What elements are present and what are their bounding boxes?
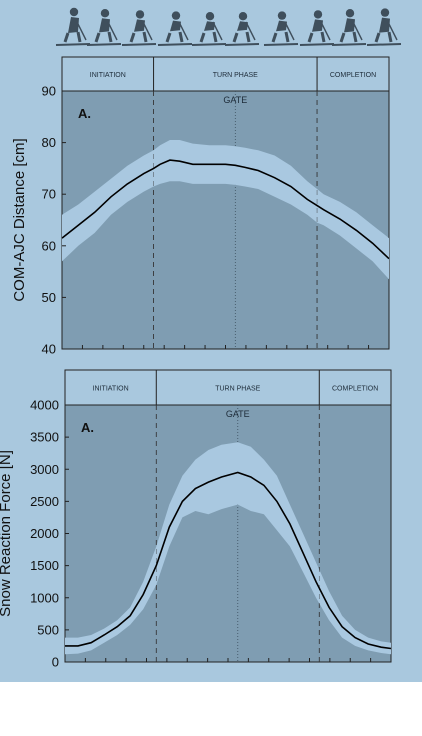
y-axis-label: COM-AJC Distance [cm]	[11, 138, 28, 301]
phase-header: INITIATION TURN PHASE COMPLETION	[64, 369, 392, 406]
y-tick-label: 3500	[30, 430, 59, 445]
phase-header-box	[64, 369, 392, 406]
y-tick-label: 1500	[30, 558, 59, 573]
skier-figure	[366, 8, 402, 46]
skier-figure	[86, 9, 122, 46]
mean-line	[65, 471, 392, 650]
sd-band	[65, 442, 391, 655]
phase-label: TURN PHASE	[215, 386, 260, 393]
y-tick-label: 0	[52, 655, 59, 670]
y-tick-label: 3000	[30, 462, 59, 477]
y-tick-label: 90	[42, 84, 56, 99]
y-tick-label: 60	[42, 238, 56, 253]
panel-label: A.	[81, 420, 94, 435]
y-tick-label: 1000	[30, 590, 59, 605]
skier-figure	[121, 10, 157, 46]
skier-figure	[299, 10, 335, 46]
y-tick-label: 2500	[30, 494, 59, 509]
skier-figure	[263, 11, 299, 46]
y-tick-label: 80	[42, 135, 56, 150]
chart-panel-1: INITIATION TURN PHASE COMPLETION GATE A. 40 50…	[11, 56, 390, 357]
y-axis-label: Snow Reaction Force [N]	[0, 450, 14, 617]
skier-figure	[331, 9, 367, 46]
panel-label: A.	[78, 106, 91, 121]
phase-label: COMPLETION	[330, 72, 376, 79]
chart-panel-2: INITIATION TURN PHASE COMPLETION GATE A. 0 500…	[0, 369, 392, 670]
y-tick-label: 40	[42, 342, 56, 357]
y-tick-label: 500	[37, 622, 59, 637]
mean-line	[61, 159, 390, 260]
skier-figure	[191, 12, 227, 46]
gate-label: GATE	[223, 95, 247, 105]
y-tick-label: 4000	[30, 398, 59, 413]
skier-figure	[224, 12, 260, 46]
phase-label: INITIATION	[90, 72, 126, 79]
y-tick-label: 2000	[30, 526, 59, 541]
skier-figure	[157, 11, 193, 46]
phase-label: TURN PHASE	[213, 72, 258, 79]
phase-label: COMPLETION	[332, 386, 378, 393]
phase-header-box	[61, 56, 390, 92]
y-tick-label: 70	[42, 187, 56, 202]
sd-band	[62, 140, 389, 280]
skier-sequence-icon	[55, 7, 402, 46]
y-tick-label: 50	[42, 290, 56, 305]
gate-label: GATE	[226, 409, 250, 419]
phase-header: INITIATION TURN PHASE COMPLETION	[61, 56, 390, 92]
skier-figure	[55, 7, 91, 46]
phase-label: INITIATION	[93, 386, 129, 393]
